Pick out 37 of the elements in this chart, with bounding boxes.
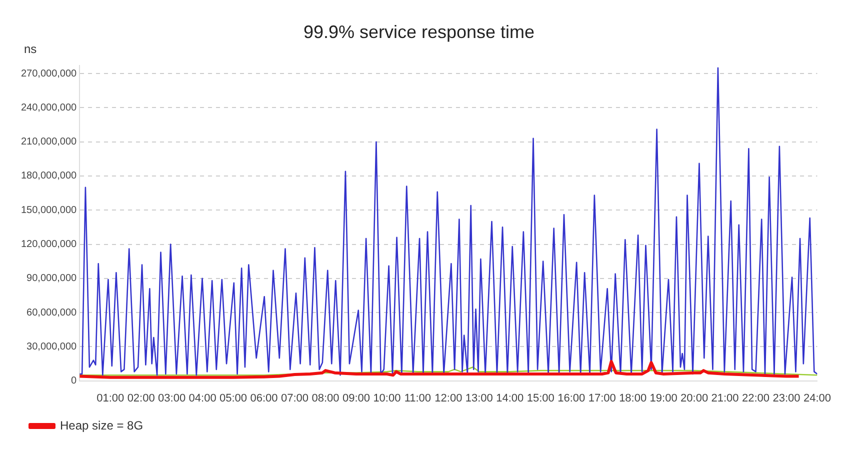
y-tick-label: 150,000,000: [20, 204, 78, 216]
x-tick-label: 03:00: [158, 392, 186, 404]
x-tick-label: 21:00: [711, 392, 739, 404]
y-tick-label: 60,000,000: [26, 307, 78, 318]
x-tick-label: 09:00: [342, 392, 370, 404]
y-tick-label: 240,000,000: [20, 102, 78, 114]
x-tick-label: 11:00: [404, 392, 432, 404]
legend-label: Heap size = 8G: [60, 418, 144, 432]
y-tick-label: 270,000,000: [20, 68, 78, 80]
y-tick-label: 0: [71, 376, 78, 387]
x-tick-label: 01:00: [96, 392, 124, 404]
y-tick-label: 90,000,000: [26, 273, 78, 284]
x-tick-label: 04:00: [188, 392, 216, 404]
x-tick-label: 08:00: [312, 392, 340, 404]
x-tick-label: 24:00: [803, 392, 831, 404]
x-tick-label: 20:00: [680, 392, 708, 404]
x-tick-label: 07:00: [280, 392, 309, 404]
x-tick-label: 16:00: [558, 392, 586, 404]
y-tick-label: 210,000,000: [20, 136, 78, 148]
chart-title: 99.9% service response time: [303, 22, 535, 42]
x-tick-label: 05:00: [220, 392, 248, 404]
y-axis-title: ns: [24, 42, 37, 56]
x-tick-label: 10:00: [373, 392, 401, 404]
x-tick-label: 14:00: [496, 392, 524, 404]
x-tick-label: 23:00: [772, 392, 800, 404]
y-tick-label: 120,000,000: [20, 239, 78, 250]
x-tick-label: 13:00: [465, 392, 493, 404]
x-tick-label: 19:00: [650, 392, 678, 404]
y-tick-label: 180,000,000: [20, 170, 78, 182]
y-tick-label: 30,000,000: [26, 341, 78, 352]
x-tick-label: 15:00: [526, 392, 554, 404]
x-tick-label: 22:00: [742, 392, 770, 404]
x-tick-label: 17:00: [588, 392, 616, 404]
x-tick-label: 18:00: [619, 392, 647, 404]
x-tick-label: 12:00: [434, 392, 462, 404]
x-tick-label: 02:00: [127, 392, 155, 404]
x-tick-label: 06:00: [250, 392, 278, 404]
